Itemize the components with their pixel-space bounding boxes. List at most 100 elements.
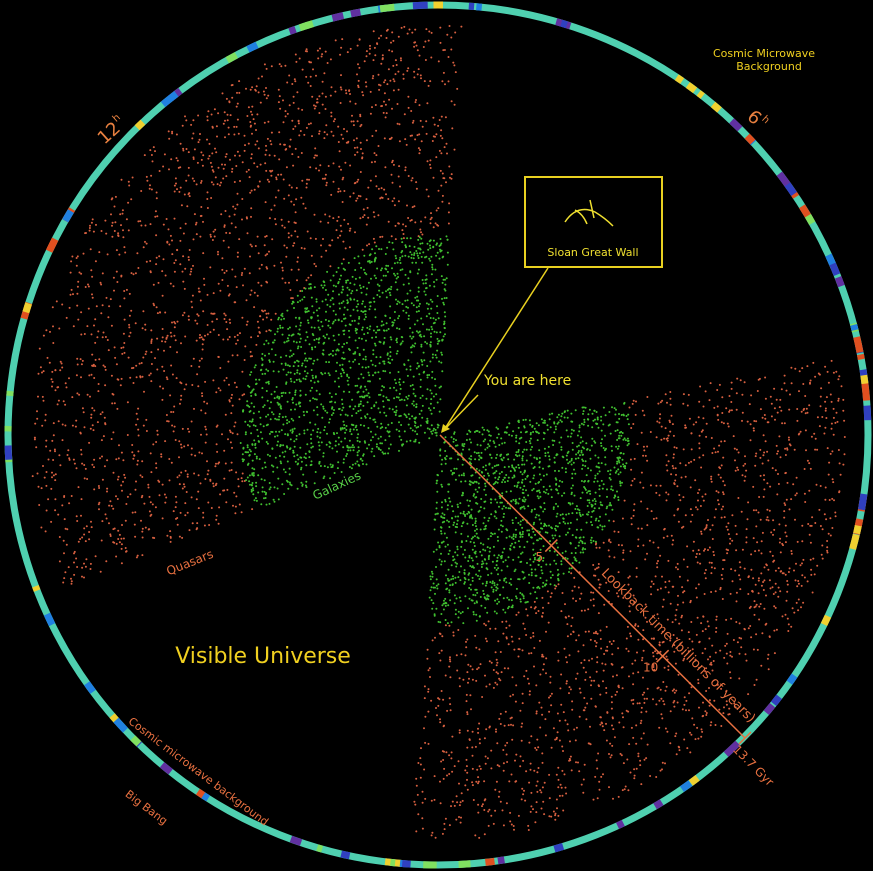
dot: [310, 434, 312, 436]
dot: [323, 342, 325, 344]
dot: [164, 440, 166, 442]
dot: [236, 286, 238, 288]
dot: [118, 444, 120, 446]
dot: [383, 81, 385, 83]
dot: [467, 664, 469, 666]
dot: [265, 201, 267, 203]
dot: [318, 307, 320, 309]
dot: [219, 290, 221, 292]
dot: [383, 341, 385, 343]
dot: [829, 499, 831, 501]
dot: [631, 727, 633, 729]
dot: [327, 222, 329, 224]
dot: [243, 447, 245, 449]
dot: [420, 231, 422, 233]
dot: [629, 633, 631, 635]
dot: [541, 597, 543, 599]
dot: [831, 401, 833, 403]
dot: [409, 251, 411, 253]
dot: [430, 333, 432, 335]
dot: [760, 408, 762, 410]
dot: [51, 472, 53, 474]
dot: [653, 583, 655, 585]
dot: [501, 621, 503, 623]
dot: [382, 292, 384, 294]
dot: [410, 237, 412, 239]
dot: [456, 654, 458, 656]
dot: [539, 789, 541, 791]
dot: [263, 343, 265, 345]
dot: [201, 159, 203, 161]
dot: [362, 327, 364, 329]
dot: [202, 165, 204, 167]
dot: [52, 306, 54, 308]
dot: [699, 457, 701, 459]
dot: [794, 449, 796, 451]
dot: [393, 80, 395, 82]
dot: [697, 617, 699, 619]
dot: [673, 514, 675, 516]
dot: [583, 697, 585, 699]
dot: [298, 318, 300, 320]
dot: [534, 821, 536, 823]
dot: [372, 75, 374, 77]
dot: [671, 535, 673, 537]
dot: [494, 810, 496, 812]
dot: [666, 464, 668, 466]
dot: [788, 409, 790, 411]
dot: [325, 174, 327, 176]
dot: [189, 195, 191, 197]
dot: [705, 527, 707, 529]
dot: [378, 329, 380, 331]
dot: [423, 359, 425, 361]
dot: [306, 187, 308, 189]
dot: [354, 257, 356, 259]
dot: [776, 493, 778, 495]
dot: [393, 397, 395, 399]
dot: [831, 498, 833, 500]
dot: [147, 484, 149, 486]
dot: [359, 285, 361, 287]
dot: [746, 660, 748, 662]
dot: [314, 286, 316, 288]
dot: [206, 198, 208, 200]
dot: [390, 351, 392, 353]
dot: [681, 629, 683, 631]
dot: [150, 351, 152, 353]
dot: [651, 510, 653, 512]
dot: [662, 700, 664, 702]
dot: [824, 499, 826, 501]
dot: [413, 376, 415, 378]
dot: [77, 364, 79, 366]
dot: [265, 340, 267, 342]
dot: [589, 676, 591, 678]
dot: [306, 48, 308, 50]
dot: [650, 593, 652, 595]
dot: [58, 454, 60, 456]
dot: [488, 809, 490, 811]
dot: [810, 468, 812, 470]
dot: [674, 735, 676, 737]
dot: [644, 558, 646, 560]
dot: [493, 669, 495, 671]
dot: [294, 78, 296, 80]
dot: [291, 120, 293, 122]
dot: [490, 767, 492, 769]
dot: [519, 765, 521, 767]
dot: [685, 476, 687, 478]
dot: [358, 262, 360, 264]
dot: [383, 101, 385, 103]
dot: [728, 533, 730, 535]
dot: [267, 95, 269, 97]
dot: [325, 299, 327, 301]
dot: [485, 624, 487, 626]
dot: [75, 558, 77, 560]
dot: [590, 698, 592, 700]
dot: [608, 540, 610, 542]
dot: [377, 371, 379, 373]
dot: [184, 502, 186, 504]
dot: [146, 261, 148, 263]
dot: [357, 63, 359, 65]
dot: [830, 535, 832, 537]
dot: [229, 430, 231, 432]
